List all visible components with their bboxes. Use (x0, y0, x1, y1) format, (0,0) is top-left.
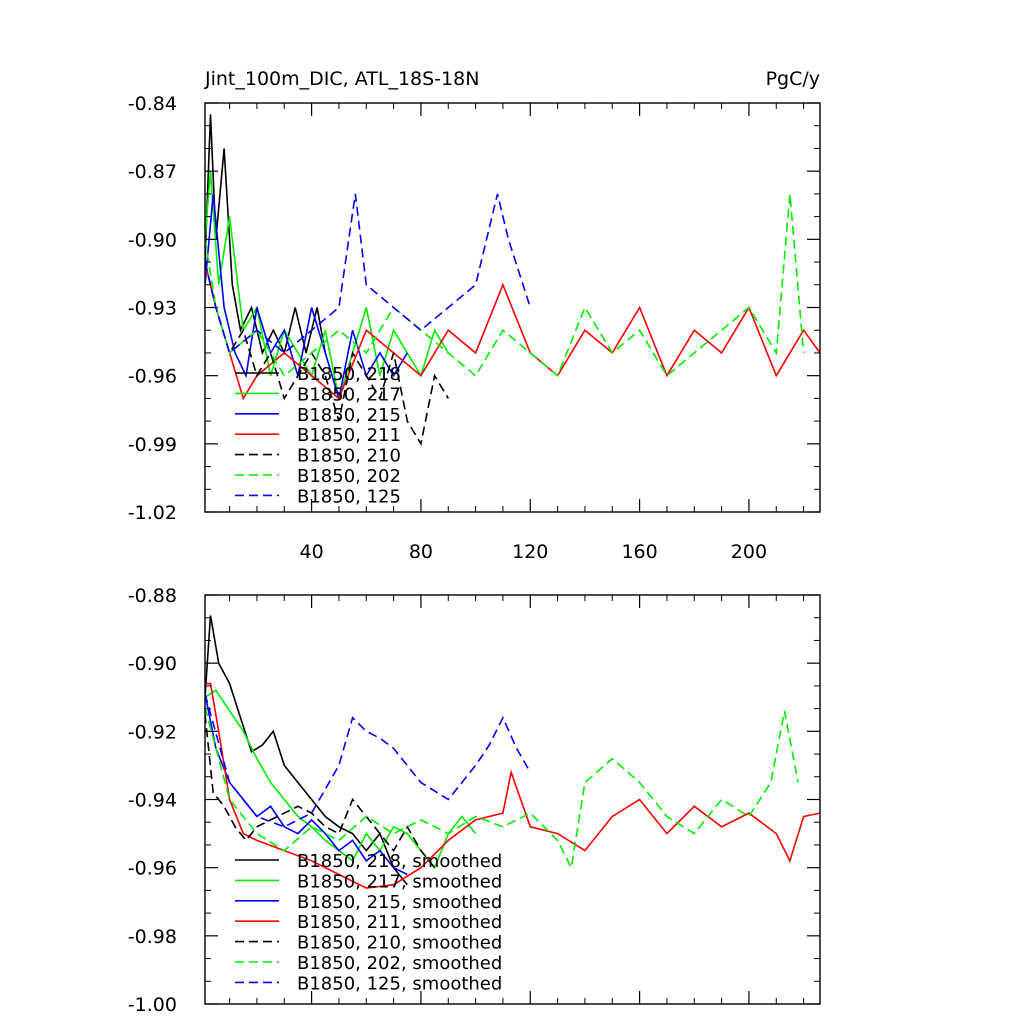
y-tick-label: -1.02 (128, 502, 177, 524)
series-line (205, 707, 799, 871)
series-line (205, 171, 449, 399)
x-tick-label: 80 (409, 541, 433, 563)
series-line (205, 114, 327, 356)
y-tick-label: -0.88 (128, 585, 177, 607)
legend-label: B1850, 125, smoothed (297, 973, 502, 994)
legend-label: B1850, 217 (297, 384, 401, 405)
legend-label: B1850, 218 (297, 364, 401, 385)
y-tick-label: -1.00 (128, 994, 177, 1016)
series-line (205, 689, 477, 870)
legend-label: B1850, 211 (297, 425, 401, 446)
legend-label: B1850, 202 (297, 466, 401, 487)
legend-label: B1850, 210 (297, 446, 401, 467)
chart-units: PgC/y (766, 68, 820, 90)
series-line (205, 714, 436, 869)
series-line (205, 261, 820, 401)
legend-label: B1850, 210, smoothed (297, 933, 502, 954)
legend-label: B1850, 211, smoothed (297, 912, 502, 933)
series-line (205, 193, 532, 355)
y-tick-label: -0.92 (128, 721, 177, 743)
legend-label: B1850, 215 (297, 405, 401, 426)
series-line (205, 693, 531, 828)
legend-label: B1850, 215, smoothed (297, 892, 502, 913)
y-tick-label: -0.98 (128, 926, 177, 948)
series-line (205, 193, 805, 378)
chart-title: Jint_100m_DIC, ATL_18S-18N (204, 68, 479, 90)
y-tick-label: -0.99 (128, 434, 177, 456)
x-tick-label: 120 (512, 541, 548, 563)
x-tick-label: 40 (300, 541, 324, 563)
legend-label: B1850, 218, smoothed (297, 851, 502, 872)
y-tick-label: -0.90 (128, 653, 177, 675)
x-tick-label: 200 (731, 541, 767, 563)
series-group (205, 114, 820, 446)
y-tick-label: -0.96 (128, 858, 177, 880)
y-tick-label: -0.90 (128, 229, 177, 251)
y-tick-label: -0.93 (128, 298, 177, 320)
x-tick-label: 160 (621, 541, 657, 563)
series-group (205, 615, 820, 889)
series-line (205, 682, 820, 889)
legend-label: B1850, 202, smoothed (297, 953, 502, 974)
y-tick-label: -0.84 (128, 93, 177, 115)
legend-label: B1850, 125 (297, 486, 401, 507)
bottom-panel: -0.88 -0.90 -0.92 -0.94 -0.96 -0.98 -1.00 B1850… (128, 585, 821, 1016)
y-tick-label: -0.87 (128, 161, 177, 183)
series-line (205, 261, 449, 446)
y-tick-label: -0.96 (128, 366, 177, 388)
top-panel: Jint_100m_DIC, ATL_18S-18N PgC/y -0.84 -0… (128, 68, 821, 563)
series-line (205, 615, 408, 886)
legend-label: B1850, 217, smoothed (297, 871, 502, 892)
y-tick-label: -0.94 (128, 790, 177, 812)
